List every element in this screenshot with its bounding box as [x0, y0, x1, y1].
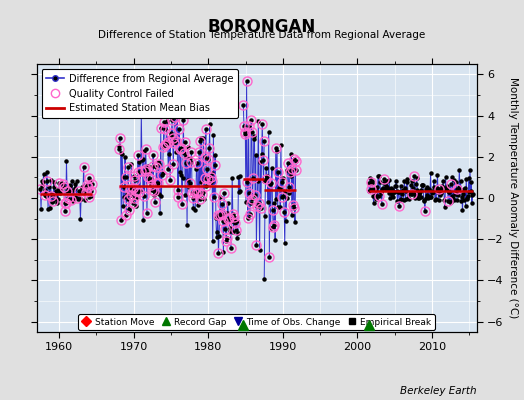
Text: Difference of Station Temperature Data from Regional Average: Difference of Station Temperature Data f…	[99, 30, 425, 40]
Text: Berkeley Earth: Berkeley Earth	[400, 386, 477, 396]
Legend: Station Move, Record Gap, Time of Obs. Change, Empirical Break: Station Move, Record Gap, Time of Obs. C…	[78, 314, 435, 330]
Text: BORONGAN: BORONGAN	[208, 18, 316, 36]
Y-axis label: Monthly Temperature Anomaly Difference (°C): Monthly Temperature Anomaly Difference (…	[508, 77, 518, 319]
